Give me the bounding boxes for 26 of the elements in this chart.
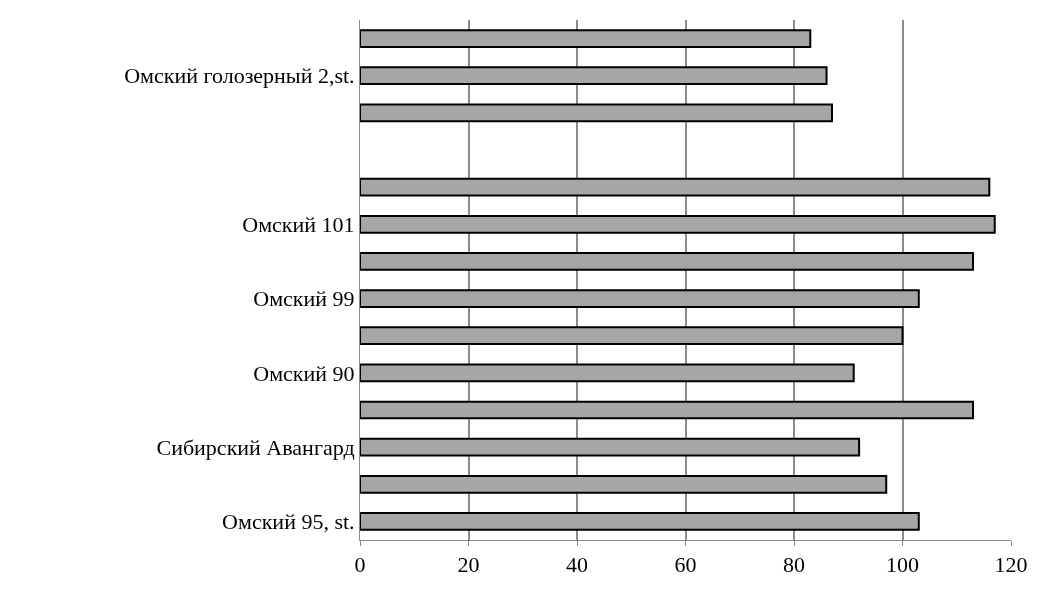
x-tick-label: 40 [566, 552, 588, 578]
bar [360, 363, 855, 383]
y-tick-label: Сибирский Авангард [156, 434, 355, 460]
bar [360, 29, 812, 48]
bar [360, 289, 920, 308]
y-tick-label: Омский голозерный 2,st. [124, 63, 355, 89]
x-tick-label: 20 [457, 552, 480, 578]
bar [360, 512, 920, 531]
bar [360, 66, 828, 86]
x-tick-label: 120 [994, 552, 1028, 578]
x-tick-label: 100 [886, 552, 919, 578]
bar [360, 474, 888, 494]
bar [360, 437, 861, 457]
y-tick-label: Омский 101 [242, 211, 355, 237]
bar [360, 177, 991, 197]
y-tick-label: Омский 90 [253, 360, 355, 386]
bar [360, 103, 833, 123]
y-tick-label: Омский 99 [253, 286, 355, 312]
x-tick-label: 60 [674, 552, 697, 578]
x-tick-label: 0 [354, 552, 366, 578]
bar [360, 326, 904, 346]
x-tick-label: 80 [783, 552, 805, 578]
bar [360, 252, 975, 271]
bar [360, 400, 975, 420]
bar [360, 214, 996, 234]
y-tick-label: Омский 95, st. [222, 509, 355, 535]
